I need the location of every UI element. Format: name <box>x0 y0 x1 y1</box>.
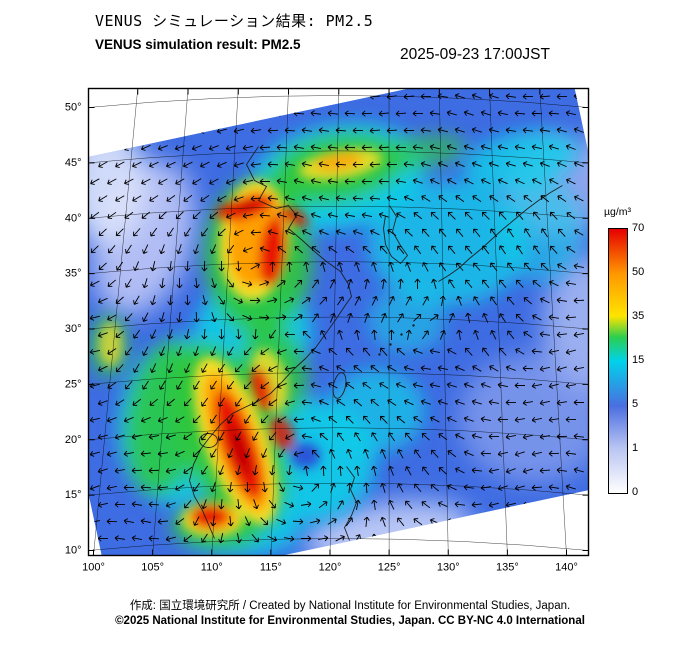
coastlines <box>189 146 563 541</box>
svg-text:20°: 20° <box>65 434 82 446</box>
title-japanese: VENUS シミュレーション結果: PM2.5 <box>95 12 374 30</box>
license-line: ©2025 National Institute for Environment… <box>115 615 585 627</box>
svg-text:40°: 40° <box>65 212 82 224</box>
svg-text:100°: 100° <box>82 562 105 574</box>
svg-text:35°: 35° <box>65 268 82 280</box>
svg-text:15°: 15° <box>65 489 82 501</box>
svg-text:105°: 105° <box>141 562 164 574</box>
title-english: VENUS simulation result: PM2.5 <box>95 37 301 52</box>
svg-text:10°: 10° <box>65 545 82 557</box>
credit-line: 作成: 国立環境研究所 / Created by National Instit… <box>129 600 571 612</box>
svg-text:50°: 50° <box>65 102 82 114</box>
svg-text:30°: 30° <box>65 323 82 335</box>
svg-text:135°: 135° <box>496 562 519 574</box>
svg-text:125°: 125° <box>378 562 401 574</box>
colorbar-unit-label: µg/m³ <box>604 206 632 218</box>
svg-text:45°: 45° <box>65 157 82 169</box>
svg-text:130°: 130° <box>437 562 460 574</box>
valid-time-label: 2025-09-23 17:00JST <box>400 46 550 63</box>
svg-text:140°: 140° <box>555 562 578 574</box>
axis-ticks <box>88 88 589 556</box>
svg-text:115°: 115° <box>260 562 282 574</box>
svg-text:120°: 120° <box>319 562 342 574</box>
svg-text:25°: 25° <box>65 378 82 390</box>
axis-labels: 50° 45° 40° 35° 30° 25° 20° 15° 10°100° 105° 110° 1… <box>65 102 578 574</box>
colorbar <box>608 228 628 494</box>
svg-text:110°: 110° <box>201 562 223 574</box>
